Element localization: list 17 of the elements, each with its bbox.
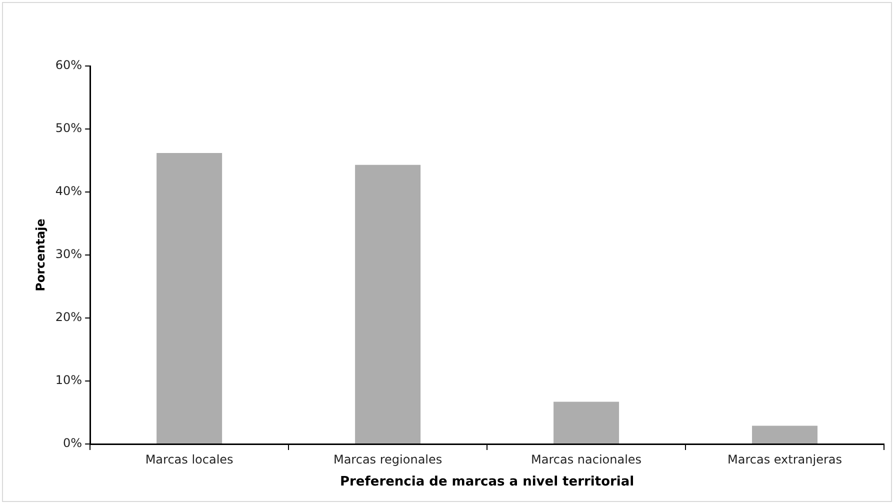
x-tick-label: Marcas regionales <box>333 452 442 466</box>
y-tick-label: 60% <box>55 58 82 72</box>
x-axis-title: Preferencia de marcas a nivel territorial <box>340 474 634 490</box>
x-tick-label: Marcas locales <box>145 452 234 466</box>
bar <box>554 402 620 444</box>
y-tick-label: 50% <box>55 121 82 136</box>
bar <box>355 164 421 444</box>
x-tick-label: Marcas extranjeras <box>727 452 842 466</box>
y-axis-title: Porcentaje <box>33 218 48 292</box>
y-tick-label: 0% <box>63 436 82 450</box>
y-tick-label: 10% <box>55 373 82 388</box>
y-tick-label: 20% <box>55 310 82 324</box>
bar <box>156 152 222 444</box>
bar <box>752 426 818 444</box>
y-tick-label: 30% <box>55 247 82 262</box>
x-tick-label: Marcas nacionales <box>530 452 642 466</box>
y-tick-label: 40% <box>55 184 82 198</box>
